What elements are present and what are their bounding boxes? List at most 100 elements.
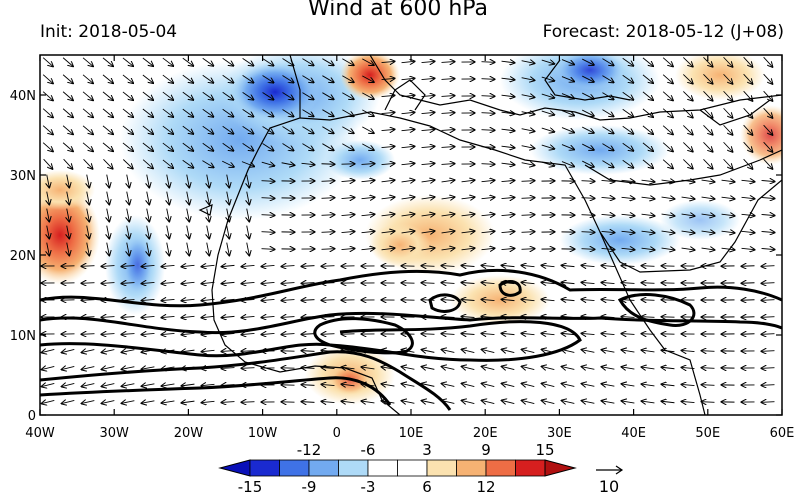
wind-vector [602, 282, 615, 283]
wind-vector [561, 110, 574, 116]
wind-vector [42, 74, 53, 84]
wind-vector [63, 158, 73, 169]
wind-vector [421, 180, 435, 182]
wind-vector [202, 91, 214, 100]
wind-vector [502, 299, 515, 300]
wind-vector [127, 174, 130, 188]
wind-vector [42, 91, 53, 101]
wind-vector [521, 129, 535, 132]
wind-vector [322, 384, 335, 385]
wind-vector [762, 368, 775, 369]
wind-vector [262, 282, 275, 283]
wind-vector [282, 92, 294, 100]
wind-vector [622, 91, 634, 100]
wind-vector [561, 144, 574, 150]
colorbar-segment [367, 459, 398, 477]
wind-vector [441, 248, 455, 250]
wind-vector [182, 91, 193, 100]
wind-vector [703, 57, 712, 66]
wind-vector [361, 197, 375, 198]
wind-vector [763, 124, 773, 135]
wind-vector [602, 75, 613, 83]
wind-vector [62, 108, 73, 118]
wind-vector [122, 57, 133, 66]
wind-vector [47, 174, 50, 188]
wind-vector [102, 317, 115, 318]
wind-vector [481, 147, 495, 148]
wind-vector [182, 401, 195, 403]
wind-vector [542, 265, 555, 266]
wind-vector [401, 78, 415, 79]
wind-vector [82, 334, 95, 335]
wind-vector [581, 181, 595, 182]
wind-vector [127, 208, 130, 222]
wind-vector [167, 225, 170, 239]
wind-vector [247, 242, 250, 256]
wind-vector [187, 242, 190, 256]
wind-vector [742, 300, 755, 301]
wind-vector [662, 91, 673, 101]
wind-vector [302, 58, 313, 66]
wind-vector [661, 214, 675, 216]
wind-vector [142, 125, 153, 134]
wind-vector [763, 73, 773, 84]
wind-vector [763, 158, 773, 169]
wind-vector [122, 91, 133, 100]
wind-vector [42, 383, 55, 386]
wind-vector [162, 57, 173, 66]
wind-vector [743, 124, 753, 135]
wind-vector [341, 231, 355, 232]
wind-vector [441, 96, 455, 97]
wind-vector [361, 164, 375, 165]
wind-vector [541, 111, 554, 115]
wind-vector [682, 384, 695, 385]
wind-vector [182, 108, 193, 117]
wind-vector [222, 351, 235, 352]
lon-tick-label: 40E [621, 426, 646, 441]
wind-vector [742, 283, 755, 284]
wind-vector [642, 142, 653, 151]
wind-vector [501, 231, 515, 232]
wind-vector [122, 266, 135, 267]
colorbar-upper-label: 15 [535, 441, 554, 459]
wind-vector [202, 316, 215, 317]
wind-vector [42, 108, 53, 118]
wind-vector [262, 75, 274, 82]
wind-vector [502, 349, 515, 352]
wind-vector [322, 109, 333, 117]
wind-vector [147, 191, 150, 205]
wind-vector [102, 125, 113, 134]
wind-vector [441, 214, 455, 216]
wind-vector [601, 248, 615, 249]
wind-vector [42, 142, 53, 152]
lat-tick-label: 0 [28, 409, 36, 424]
wind-vector [501, 78, 515, 80]
wind-vector [481, 79, 495, 80]
wind-vector [227, 191, 230, 205]
wind-vector [67, 225, 70, 239]
lat-tick-label: 40N [10, 89, 36, 104]
wind-vector [322, 266, 335, 267]
wind-vector [242, 333, 255, 334]
wind-vector [442, 350, 455, 353]
wind-vector [242, 265, 255, 266]
wind-vector [102, 142, 113, 151]
wind-vector [461, 197, 475, 199]
wind-vector [721, 248, 735, 250]
wind-vector [162, 108, 173, 117]
wind-vector [102, 384, 115, 387]
lon-tick-label: 0 [333, 426, 341, 441]
wind-vector [422, 384, 435, 387]
wind-vector [541, 162, 554, 166]
wind-vector [102, 334, 115, 335]
wind-vector [87, 225, 90, 239]
wind-vector [662, 125, 673, 135]
wind-vector [581, 249, 595, 250]
wind-vector [62, 125, 73, 135]
wind-vector [582, 350, 595, 353]
wind-vector [582, 109, 594, 116]
wind-vector [562, 401, 575, 404]
wind-vector [621, 231, 635, 232]
wind-vector [261, 162, 274, 166]
